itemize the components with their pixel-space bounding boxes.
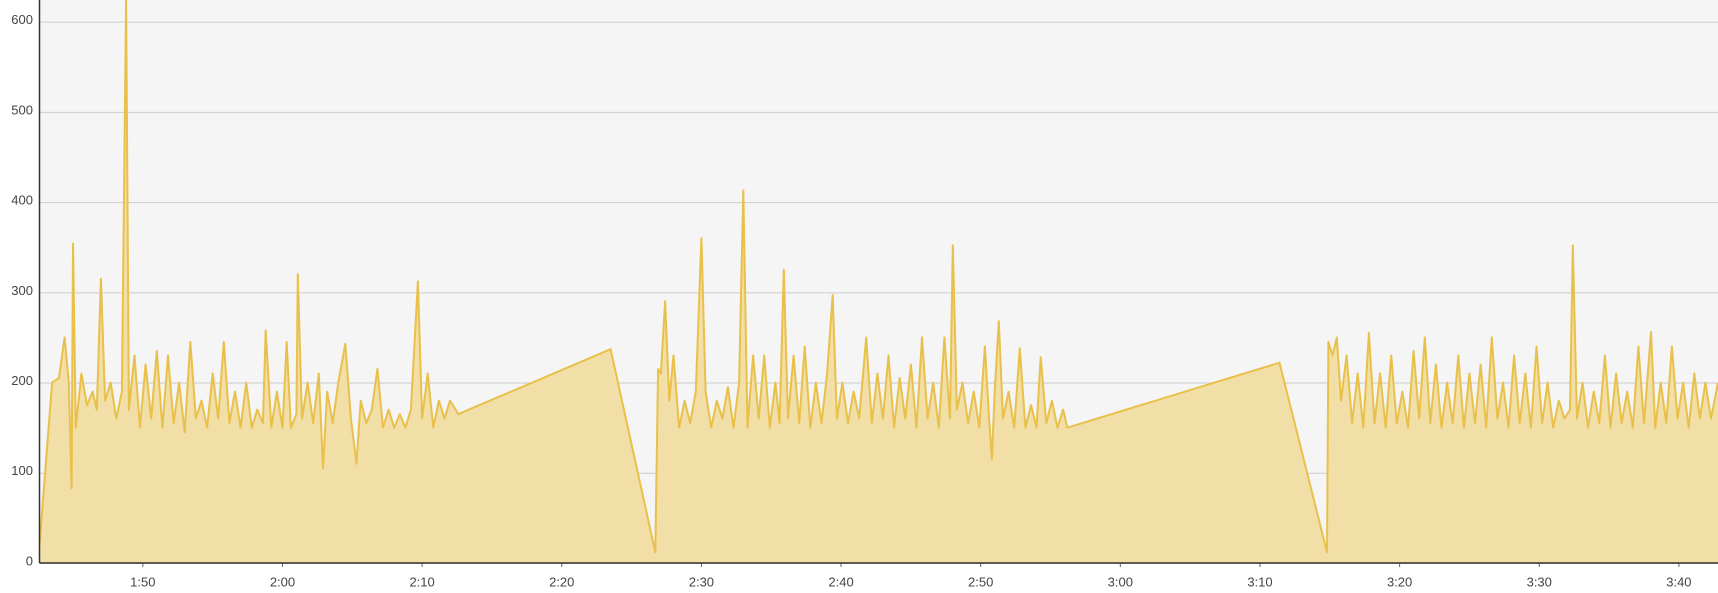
y-tick-label: 200: [11, 373, 33, 388]
x-tick-label: 2:20: [549, 574, 574, 589]
series-line: [39, 0, 1718, 554]
x-tick-label: 3:40: [1666, 574, 1691, 589]
x-tick-label: 2:00: [270, 574, 295, 589]
x-tick-label: 3:10: [1247, 574, 1272, 589]
y-tick-label: 0: [26, 553, 33, 568]
y-tick-label: 400: [11, 193, 33, 208]
x-tick-label: 2:30: [689, 574, 714, 589]
x-tick-label: 3:20: [1387, 574, 1412, 589]
series-layer: [39, 0, 1718, 563]
y-tick-label: 600: [11, 12, 33, 27]
x-tick-label: 3:30: [1527, 574, 1552, 589]
x-tick-label: 3:00: [1108, 574, 1133, 589]
y-tick-label: 300: [11, 283, 33, 298]
y-tick-label: 100: [11, 463, 33, 478]
area-fill: [39, 0, 1718, 563]
x-tick-label: 2:40: [828, 574, 853, 589]
y-tick-label: 500: [11, 102, 33, 117]
labels: 0 100 200 300 400 500 600 1:50 2:00 2:10 2:20 2:30 2…: [11, 12, 1691, 589]
x-tick-label: 2:10: [409, 574, 434, 589]
x-tick-label: 1:50: [130, 574, 155, 589]
x-tick-label: 2:50: [968, 574, 993, 589]
